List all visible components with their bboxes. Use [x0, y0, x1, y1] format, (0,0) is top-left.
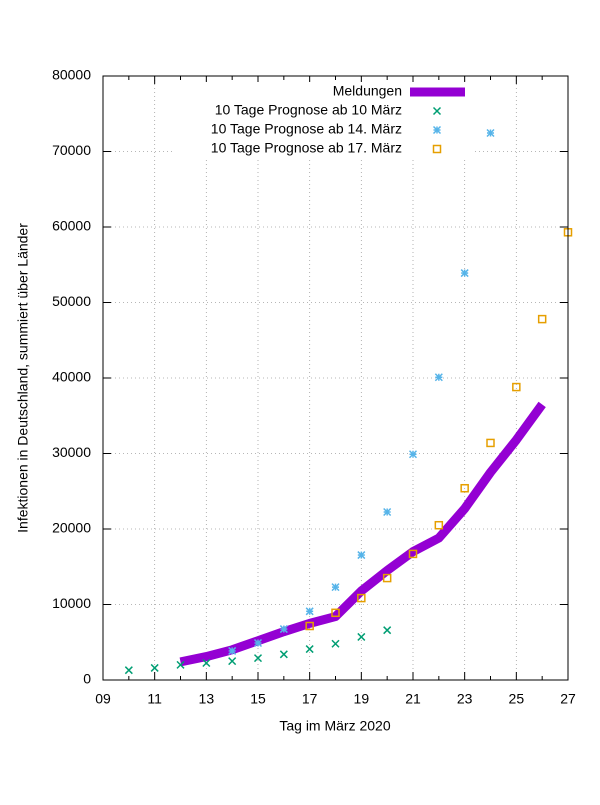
y-tick-label: 10000 [52, 595, 91, 611]
point [253, 654, 263, 663]
point-shape [253, 654, 263, 663]
point [228, 646, 237, 655]
point-shape [357, 593, 366, 603]
x-tick-label: 19 [354, 691, 370, 707]
point [434, 373, 443, 382]
point [486, 438, 495, 448]
legend-label: 10 Tage Prognose ab 10 März [215, 102, 402, 118]
legend-label: 10 Tage Prognose ab 17. März [211, 140, 402, 156]
x-tick-label: 09 [95, 691, 111, 707]
y-tick-label: 70000 [52, 142, 91, 158]
point [432, 106, 442, 116]
point [228, 657, 237, 666]
y-tick-label: 50000 [52, 293, 91, 309]
point-shape [150, 663, 159, 672]
point-shape [331, 639, 340, 648]
y-axis-label: Infektionen in Deutschland, summiert übe… [15, 223, 31, 533]
y-tick-label: 40000 [52, 369, 91, 385]
point-shape [486, 438, 495, 448]
point [383, 626, 392, 635]
x-tick-label: 21 [405, 691, 421, 707]
point [357, 632, 366, 641]
y-tick-label: 0 [83, 671, 91, 687]
point-shape [512, 382, 521, 392]
point-shape [176, 660, 185, 669]
plot-frame [102, 75, 569, 681]
point-shape [357, 632, 366, 641]
point [305, 607, 314, 616]
point [432, 125, 442, 135]
point [432, 144, 442, 154]
point [305, 645, 314, 654]
point [408, 549, 418, 559]
point [176, 660, 185, 669]
x-tick-label: 15 [250, 691, 266, 707]
point [150, 663, 159, 672]
point-shape [279, 650, 288, 659]
point [537, 314, 547, 324]
point-shape [305, 645, 314, 654]
point [305, 621, 314, 631]
point-shape [434, 520, 444, 530]
x-tick-label: 17 [302, 691, 318, 707]
point [460, 483, 469, 493]
point [357, 593, 366, 603]
point [486, 128, 495, 138]
point-shape [382, 573, 392, 583]
x-tick-label: 11 [147, 691, 162, 707]
legend-label: Meldungen [333, 83, 402, 99]
point [434, 520, 444, 530]
point [331, 608, 340, 618]
point-shape [124, 666, 133, 675]
x-tick-label: 23 [457, 691, 473, 707]
point-shape [432, 106, 442, 116]
point [331, 639, 340, 648]
y-tick-label: 80000 [52, 67, 91, 83]
x-tick-label: 13 [199, 691, 215, 707]
point [253, 638, 263, 648]
point [202, 658, 211, 668]
series-line [179, 401, 546, 667]
point-shape [408, 549, 418, 559]
point [512, 382, 521, 392]
point [279, 625, 288, 634]
point [331, 583, 340, 592]
point-shape [460, 483, 469, 493]
point-shape [383, 626, 392, 635]
point [124, 666, 133, 675]
point-shape [228, 657, 237, 666]
legend-label: 10 Tage Prognose ab 14. März [211, 121, 402, 137]
y-tick-label: 30000 [52, 444, 91, 460]
point-shape [305, 621, 314, 631]
point-shape [432, 144, 442, 154]
x-axis-label: Tag im März 2020 [279, 718, 390, 734]
point [382, 573, 392, 583]
point-shape [537, 314, 547, 324]
x-tick-label: 25 [509, 691, 525, 707]
point [279, 650, 288, 659]
point [460, 269, 469, 278]
point [408, 450, 418, 459]
y-tick-label: 60000 [52, 218, 91, 234]
point [357, 551, 366, 560]
x-tick-label: 27 [560, 691, 576, 707]
y-tick-label: 20000 [52, 520, 91, 536]
point-shape [331, 608, 340, 618]
point [383, 507, 392, 517]
point-shape [202, 658, 211, 668]
